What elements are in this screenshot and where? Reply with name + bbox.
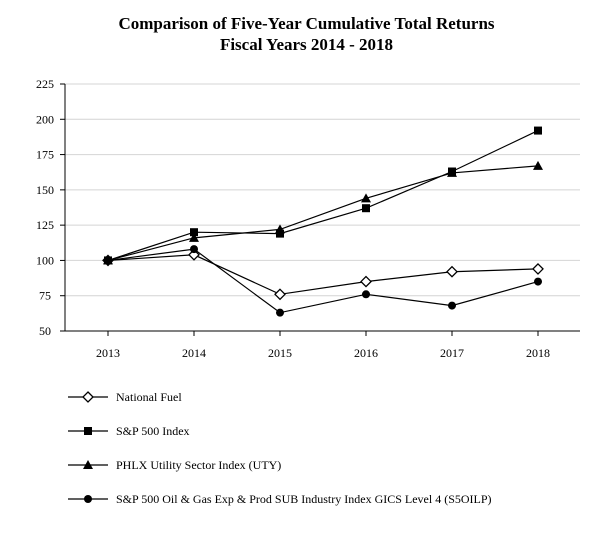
y-tick-label: 200 [36, 112, 54, 126]
data-point-s4 [104, 256, 112, 265]
x-tick-label: 2017 [440, 346, 464, 360]
legend-label-1: National Fuel [116, 390, 182, 404]
data-point-s4 [534, 277, 542, 286]
data-point-s4 [448, 301, 456, 310]
legend-label-2: S&P 500 Index [116, 424, 190, 438]
data-point-s1 [188, 248, 200, 261]
data-point-s3 [533, 160, 543, 170]
legend-marker-4 [84, 495, 92, 503]
data-point-s2 [362, 204, 370, 213]
y-tick-label: 175 [36, 148, 54, 162]
y-tick-label: 50 [39, 324, 51, 338]
y-tick-label: 100 [36, 253, 54, 267]
data-point-s1 [446, 265, 458, 278]
legend-marker-1 [82, 391, 94, 403]
chart-title: Comparison of Five-Year Cumulative Total… [118, 14, 495, 33]
data-point-s2 [190, 228, 198, 237]
data-point-s3 [189, 232, 199, 242]
legend-label-3: PHLX Utility Sector Index (UTY) [116, 458, 281, 472]
data-point-s1 [532, 262, 544, 275]
data-point-s1 [274, 288, 286, 301]
data-point-s3 [447, 167, 457, 177]
y-tick-label: 125 [36, 218, 54, 232]
legend-marker-3 [83, 460, 93, 469]
x-tick-label: 2016 [354, 346, 378, 360]
data-point-s1 [360, 275, 372, 288]
series-line-4 [107, 248, 539, 314]
series-line-3 [107, 165, 539, 262]
chart-subtitle: Fiscal Years 2014 - 2018 [219, 35, 394, 54]
legend-marker-2 [84, 427, 92, 435]
data-point-s3 [361, 193, 371, 203]
x-tick-label: 2015 [268, 346, 292, 360]
x-tick-label: 2018 [526, 346, 550, 360]
y-tick-label: 225 [36, 77, 54, 91]
series-line-1 [107, 254, 539, 295]
data-point-s4 [190, 245, 198, 254]
data-point-s2 [534, 126, 542, 135]
data-point-s2 [276, 229, 284, 238]
legend-label-4: S&P 500 Oil & Gas Exp & Prod SUB Industr… [116, 492, 492, 506]
data-point-s4 [362, 290, 370, 299]
series-line-2 [107, 130, 539, 261]
y-tick-label: 150 [36, 183, 54, 197]
x-tick-label: 2014 [182, 346, 206, 360]
data-point-s4 [276, 308, 284, 317]
x-tick-label: 2013 [96, 346, 120, 360]
y-tick-label: 75 [39, 289, 51, 303]
data-point-s3 [275, 224, 285, 234]
